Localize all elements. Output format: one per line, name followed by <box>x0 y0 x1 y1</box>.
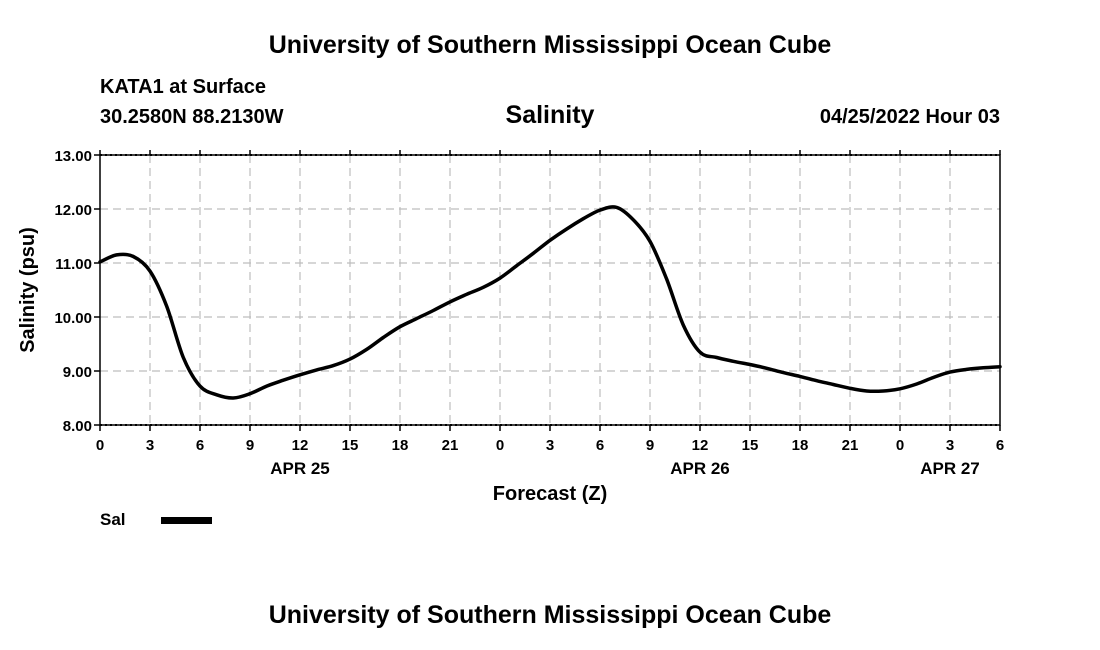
datetime-label: 04/25/2022 Hour 03 <box>819 106 1000 128</box>
y-tick-label: 9.00 <box>63 364 92 381</box>
x-tick-label: 3 <box>546 437 554 454</box>
y-tick-label: 8.00 <box>63 418 92 435</box>
x-tick-label: 6 <box>996 437 1004 454</box>
x-tick-label: 12 <box>692 437 709 454</box>
x-axis-label: Forecast (Z) <box>493 483 607 505</box>
x-tick-label: 18 <box>392 437 409 454</box>
series-line-sal <box>98 205 1002 400</box>
y-tick-label: 12.00 <box>54 202 92 219</box>
y-tick-label: 10.00 <box>54 310 92 327</box>
y-tick-label: 13.00 <box>54 148 92 165</box>
y-axis-label: Salinity (psu) <box>17 227 39 353</box>
x-tick-label: 9 <box>246 437 254 454</box>
date-label: APR 27 <box>920 459 980 478</box>
y-tick-label: 11.00 <box>55 256 92 273</box>
x-tick-label: 15 <box>342 437 359 454</box>
x-tick-label: 6 <box>596 437 604 454</box>
y-tick-labels: 8.00 9.00 10.00 11.00 12.00 13.00 <box>54 148 92 435</box>
date-label: APR 25 <box>270 459 330 478</box>
x-tick-label: 9 <box>646 437 654 454</box>
chart-grid <box>100 155 1000 425</box>
date-label: APR 26 <box>670 459 730 478</box>
x-tick-label: 21 <box>442 437 459 454</box>
date-labels: APR 25 APR 26 APR 27 <box>270 459 980 478</box>
page-title: University of Southern Mississippi Ocean… <box>268 31 832 59</box>
x-tick-label: 3 <box>946 437 954 454</box>
x-tick-label: 12 <box>292 437 309 454</box>
station-label: KATA1 at Surface <box>100 76 266 98</box>
x-tick-label: 0 <box>496 437 504 454</box>
legend-line-sal <box>161 517 212 524</box>
x-tick-label: 3 <box>146 437 154 454</box>
x-tick-label: 18 <box>792 437 809 454</box>
x-tick-label: 0 <box>896 437 904 454</box>
footer-title: University of Southern Mississippi Ocean… <box>268 601 832 629</box>
x-tick-label: 6 <box>196 437 204 454</box>
chart-title: Salinity <box>505 101 595 129</box>
x-tick-label: 0 <box>96 437 104 454</box>
chart-ticks <box>94 150 1001 431</box>
legend-label: Sal <box>100 510 126 529</box>
x-tick-label: 21 <box>842 437 859 454</box>
coordinates-label: 30.2580N 88.2130W <box>100 106 284 128</box>
x-tick-label: 15 <box>742 437 759 454</box>
x-tick-labels: 0 3 6 9 12 15 18 21 0 3 6 9 12 15 18 21 0 3 6 <box>96 437 1004 454</box>
